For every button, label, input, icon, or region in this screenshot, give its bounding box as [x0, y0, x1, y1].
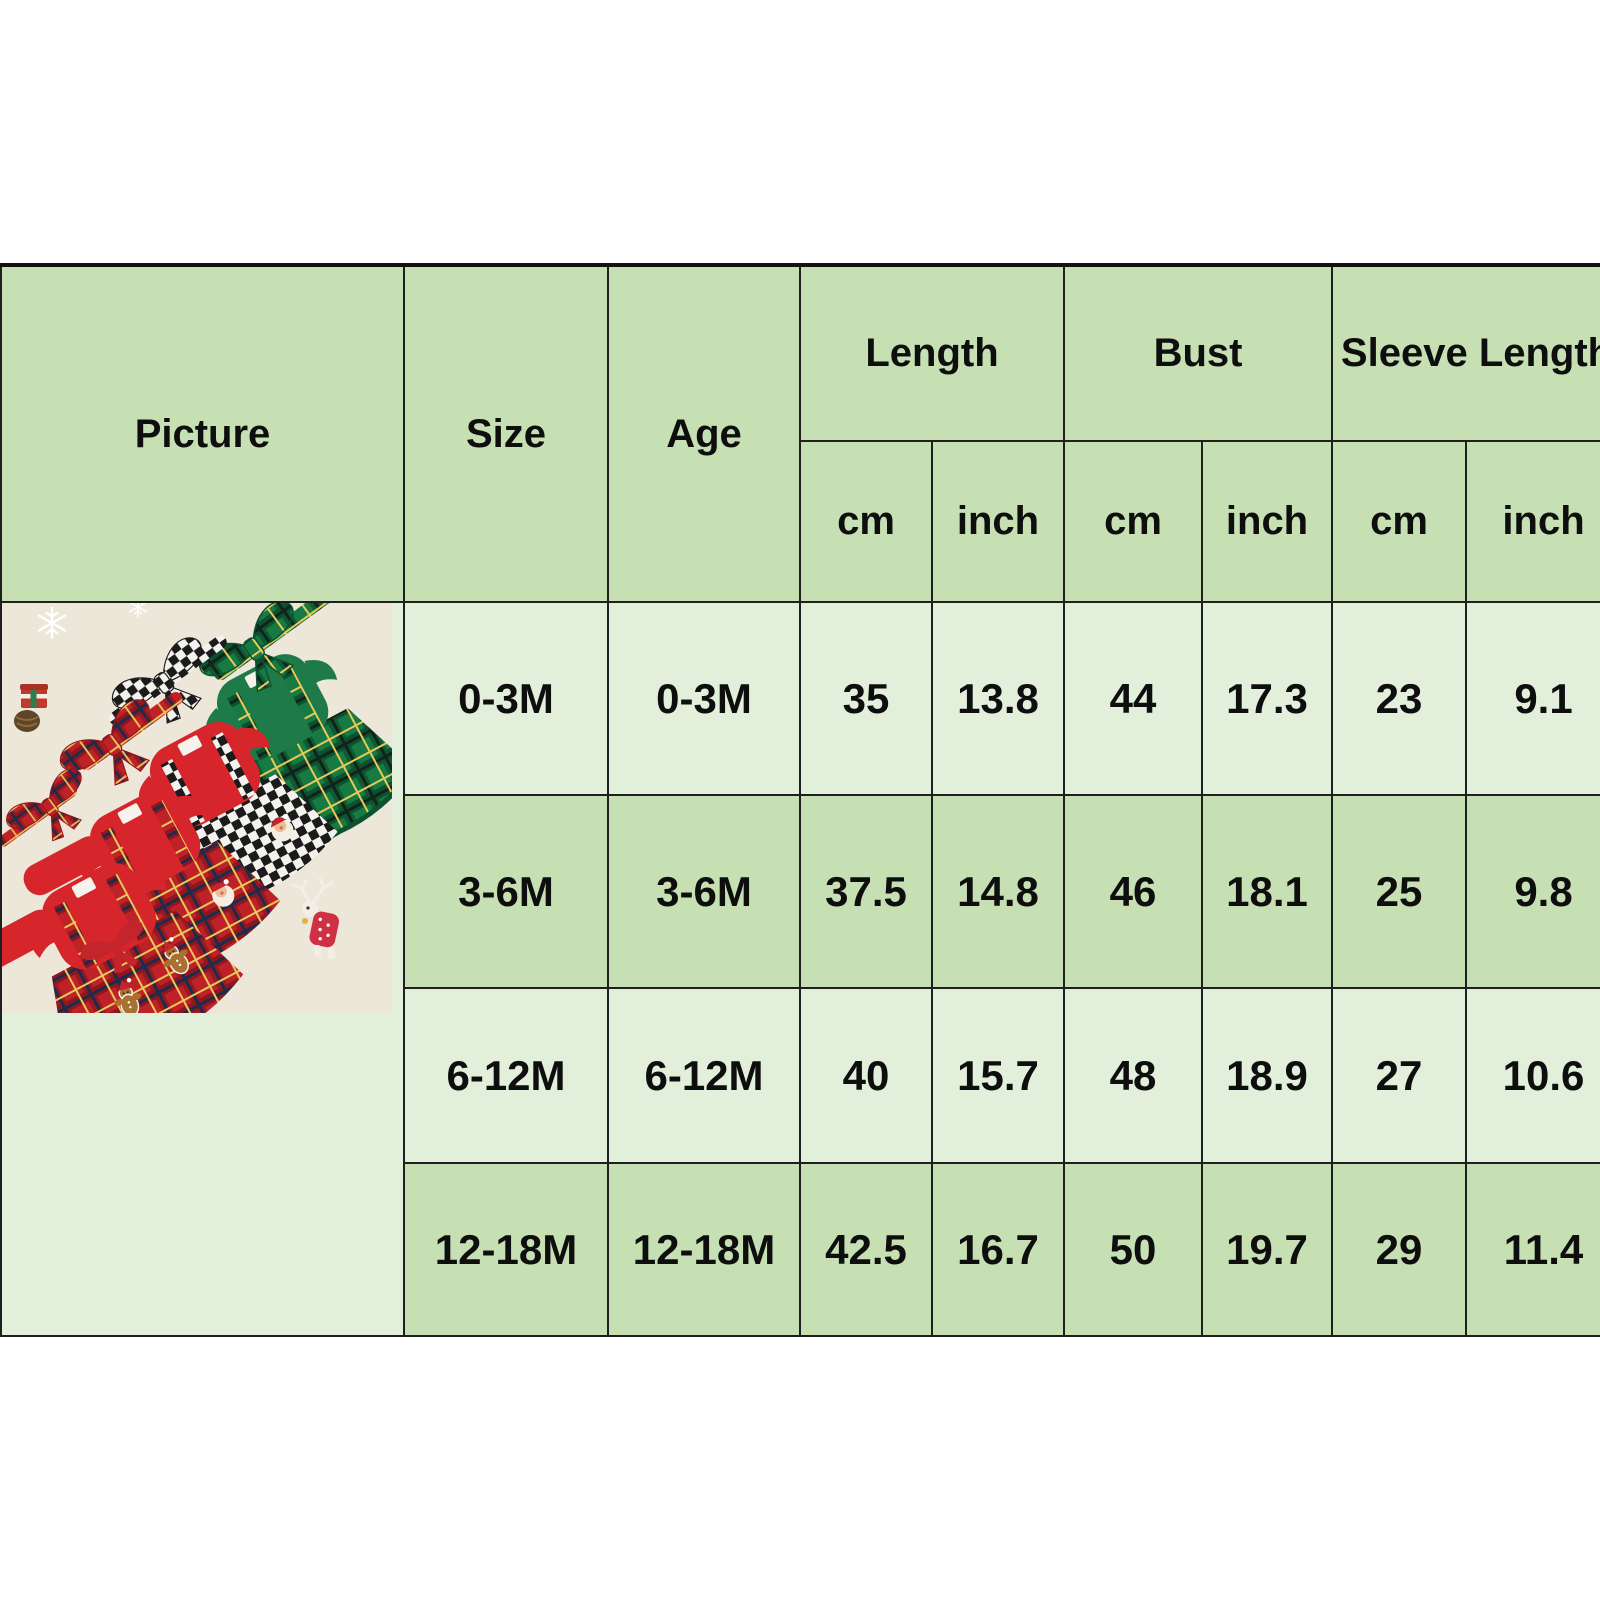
table-row: 3-6M 3-6M 37.5 14.8 46 18.1 25 9.8 [1, 794, 1600, 989]
unit-header-sleeve-inch: inch [1465, 440, 1600, 603]
unit-header-length-cm: cm [799, 440, 933, 603]
sleeve-inch-cell: 9.1 [1465, 601, 1600, 796]
col-header-age: Age [607, 263, 801, 603]
col-header-bust: Bust [1062, 263, 1334, 442]
bust-inch-cell: 19.7 [1200, 1162, 1334, 1337]
sleeve-inch-cell: 11.4 [1465, 1162, 1600, 1337]
sleeve-cm-cell: 25 [1331, 794, 1468, 989]
age-cell: 6-12M [607, 987, 801, 1164]
header-row-groups: Picture Size Age Length Bust Sleeve Leng… [0, 263, 1600, 603]
size-cell: 0-3M [403, 601, 609, 796]
bust-inch-cell: 18.1 [1200, 794, 1334, 989]
size-cell: 6-12M [403, 987, 609, 1164]
product-photo-image [3, 604, 392, 1013]
header-row-units: cm inch cm inch cm inch [1, 440, 1600, 603]
length-inch-cell: 14.8 [931, 794, 1065, 989]
age-cell: 0-3M [607, 601, 801, 796]
col-header-picture: Picture [0, 263, 405, 603]
age-cell: 12-18M [607, 1162, 801, 1337]
col-header-length: Length [799, 263, 1065, 442]
unit-header-length-inch: inch [931, 440, 1065, 603]
product-photo-cell [0, 601, 405, 1337]
unit-header-sleeve-cm: cm [1331, 440, 1468, 603]
size-chart-table: Picture Size Age Length Bust Sleeve Leng… [0, 263, 1600, 1337]
red-plaid-headband [54, 692, 183, 808]
unit-header-bust-cm: cm [1063, 440, 1203, 603]
bust-inch-cell: 18.9 [1200, 987, 1334, 1164]
bust-cm-cell: 44 [1063, 601, 1203, 796]
size-cell: 3-6M [403, 794, 609, 989]
length-inch-cell: 13.8 [931, 601, 1065, 796]
sleeve-inch-cell: 9.8 [1465, 794, 1600, 989]
unit-header-bust-inch: inch [1200, 440, 1334, 603]
col-header-size: Size [403, 263, 609, 603]
bust-cm-cell: 48 [1063, 987, 1203, 1164]
length-cm-cell: 42.5 [799, 1162, 933, 1337]
red-romper-front [3, 863, 244, 1013]
green-plaid-headband [193, 604, 355, 715]
age-cell: 3-6M [607, 794, 801, 989]
table-row: 0-3M 0-3M 35 13.8 44 17.3 23 9.1 [0, 601, 1600, 1337]
length-inch-cell: 16.7 [931, 1162, 1065, 1337]
bust-cm-cell: 50 [1063, 1162, 1203, 1337]
length-cm-cell: 37.5 [799, 794, 933, 989]
reindeer-ornament [292, 877, 339, 959]
bust-inch-cell: 17.3 [1200, 601, 1334, 796]
length-inch-cell: 15.7 [931, 987, 1065, 1164]
length-cm-cell: 40 [799, 987, 933, 1164]
sleeve-cm-cell: 29 [1331, 1162, 1468, 1337]
bust-cm-cell: 46 [1063, 794, 1203, 989]
size-chart: Picture Size Age Length Bust Sleeve Leng… [0, 263, 1600, 1337]
table-row: 6-12M 6-12M 40 15.7 48 18.9 27 10.6 [1, 987, 1600, 1164]
sleeve-inch-cell: 10.6 [1465, 987, 1600, 1164]
col-header-sleeve-length: Sleeve Length [1331, 263, 1600, 442]
sleeve-cm-cell: 23 [1331, 601, 1468, 796]
pinecone-decoration [14, 710, 40, 732]
size-cell: 12-18M [403, 1162, 609, 1337]
length-cm-cell: 35 [799, 601, 933, 796]
sleeve-cm-cell: 27 [1331, 987, 1468, 1164]
gift-box-decoration [20, 684, 48, 708]
table-row: 12-18M 12-18M 42.5 16.7 50 19.7 29 11.4 [1, 1162, 1600, 1337]
small-red-plaid-headband [3, 763, 106, 860]
